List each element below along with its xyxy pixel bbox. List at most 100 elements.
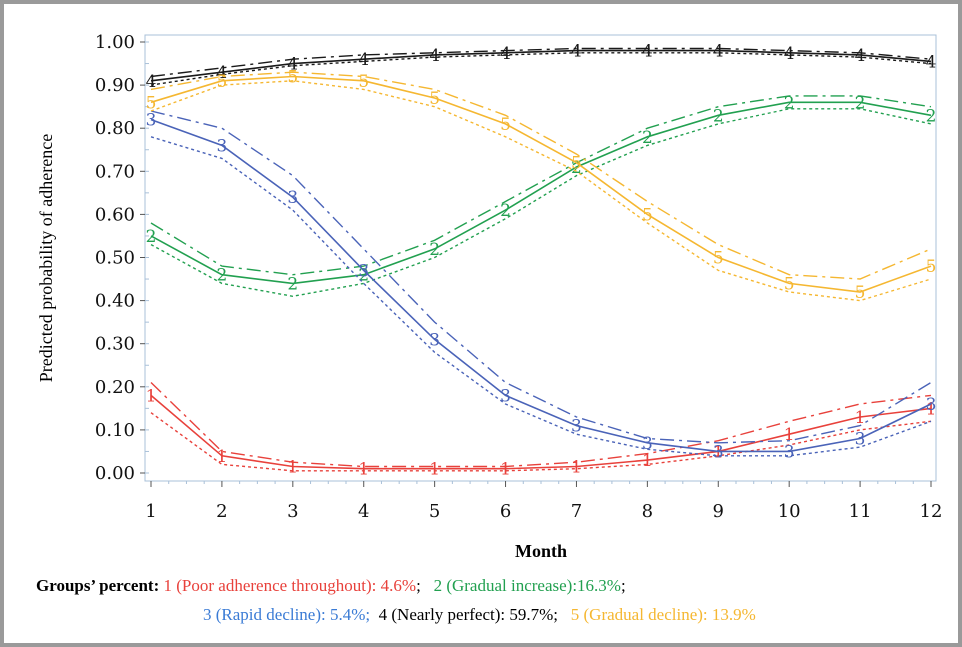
series-4-point: 4: [642, 42, 653, 62]
series-1-upper-ci: [150, 381, 932, 468]
series-5-point: 5: [216, 72, 227, 92]
legend-entry-3: 3 (Rapid decline): 5.4%;: [203, 605, 371, 624]
x-tick-label: 9: [713, 501, 724, 522]
x-tick-label: 3: [287, 501, 298, 522]
series-2-upper-ci: [150, 95, 932, 276]
series-3-point: 3: [358, 261, 369, 281]
y-tick-label: 0.90: [95, 75, 135, 96]
series-3-point: 3: [926, 395, 937, 415]
series-2-line: [150, 101, 932, 285]
series-1: 1 1 1 1 1 1 1 1 1 1 1 1: [146, 381, 937, 480]
x-tick-label: 7: [571, 501, 582, 522]
legend-heading: Groups’ percent:: [36, 576, 160, 595]
series-5-point: 5: [500, 115, 511, 135]
x-tick-label: 1: [145, 501, 156, 522]
x-axis-title: Month: [515, 541, 567, 561]
series-1-point: 1: [216, 447, 227, 467]
series-3-point: 3: [429, 330, 440, 350]
series-4: 4 4 4 4 4 4 4 4 4 4 4 4: [146, 42, 937, 92]
series-2: 2 2 2 2 2 2 2 2 2 2 2 2: [146, 93, 937, 298]
series-2-point: 2: [358, 266, 369, 286]
series-1-point: 1: [642, 451, 653, 471]
series-1-point: 1: [784, 425, 795, 445]
series-2-point: 2: [216, 266, 227, 286]
series-1-point: 1: [146, 386, 157, 406]
x-tick-label: 4: [358, 501, 369, 522]
series-1-line: [150, 394, 932, 470]
series-5-point: 5: [429, 89, 440, 109]
series-5-point: 5: [926, 257, 937, 277]
series-5-point: 5: [146, 93, 157, 113]
x-tick-label: 11: [849, 501, 872, 522]
series-4-point: 4: [855, 46, 866, 66]
series-3-point: 3: [500, 386, 511, 406]
series-1-point: 1: [713, 442, 724, 462]
series-3-point: 3: [784, 442, 795, 462]
series-5-lower-ci: [150, 80, 932, 302]
y-tick-label: 0.50: [95, 248, 135, 269]
series-2-point: 2: [855, 93, 866, 113]
series-4-point: 4: [500, 44, 511, 64]
series-2-point: 2: [146, 227, 157, 247]
series-2-lower-ci: [150, 108, 932, 298]
legend-entry-5: 5 (Gradual decline): 13.9%: [570, 605, 756, 624]
series-4-point: 4: [713, 42, 724, 62]
series-5: 5 5 5 5 5 5 5 5 5 5 5 5: [146, 67, 937, 303]
x-tick-label: 10: [778, 501, 801, 522]
series-1-point: 1: [926, 399, 937, 419]
series-2-point: 2: [713, 106, 724, 126]
series-1-point: 1: [500, 460, 511, 480]
x-tick-label: 5: [429, 501, 440, 522]
series-3-point: 3: [216, 136, 227, 156]
series-5-point: 5: [642, 205, 653, 225]
series-5-point: 5: [358, 72, 369, 92]
series-2-point: 2: [429, 240, 440, 260]
series-1-point: 1: [571, 458, 582, 478]
y-tick-label: 0.30: [95, 334, 135, 355]
legend-entry-2: 2 (Gradual increase):16.3%: [433, 576, 621, 595]
series-3-lower-ci: [150, 136, 932, 457]
series-1-point: 1: [287, 458, 298, 478]
y-tick-label: 1.00: [95, 32, 135, 53]
series-5-point: 5: [784, 274, 795, 294]
series-3-upper-ci: [150, 110, 932, 444]
legend-entry-1: 1 (Poor adherence throughout): 4.6%: [159, 576, 417, 595]
series-4-point: 4: [926, 52, 937, 72]
series-5-point: 5: [855, 283, 866, 303]
series-1-point: 1: [429, 460, 440, 480]
series-4-lower-ci: [150, 52, 932, 86]
series-4-upper-ci: [150, 47, 932, 78]
series-4-point: 4: [146, 72, 157, 92]
series-4-point: 4: [784, 44, 795, 64]
y-tick-label: 0.60: [95, 204, 135, 225]
series-4-point: 4: [287, 55, 298, 75]
y-tick-label: 0.80: [95, 118, 135, 139]
series-2-point: 2: [784, 93, 795, 113]
legend-row-2: 3 (Rapid decline): 5.4%; 4 (Nearly perfe…: [203, 605, 756, 625]
y-tick-label: 0.20: [95, 377, 135, 398]
legend-separator: ;: [620, 576, 626, 595]
series-2-point: 2: [571, 158, 582, 178]
series-3-point: 3: [571, 417, 582, 437]
series-5-line: [150, 75, 932, 293]
y-tick-label: 0.10: [95, 420, 135, 441]
series-1-lower-ci: [150, 412, 932, 472]
series-3-point: 3: [146, 111, 157, 131]
legend-entry-4: 4 (Nearly perfect): 59.7%;: [370, 605, 571, 624]
series-3-point: 3: [713, 442, 724, 462]
series-2-point: 2: [287, 274, 298, 294]
series-5-upper-ci: [150, 71, 932, 280]
series-3: 3 3 3 3 3 3 3 3 3 3 3 3: [146, 110, 937, 462]
series-5-point: 5: [287, 67, 298, 87]
series-2-point: 2: [926, 106, 937, 126]
series-4-point: 4: [429, 46, 440, 66]
series-1-point: 1: [855, 408, 866, 428]
legend-separator: ;: [416, 576, 434, 595]
series-5-point: 5: [713, 249, 724, 269]
x-tick-label: 6: [500, 501, 511, 522]
y-tick-label: 0.40: [95, 291, 135, 312]
y-axis-title: Predicted probability of adherence: [36, 134, 56, 382]
x-tick-label: 8: [642, 501, 653, 522]
